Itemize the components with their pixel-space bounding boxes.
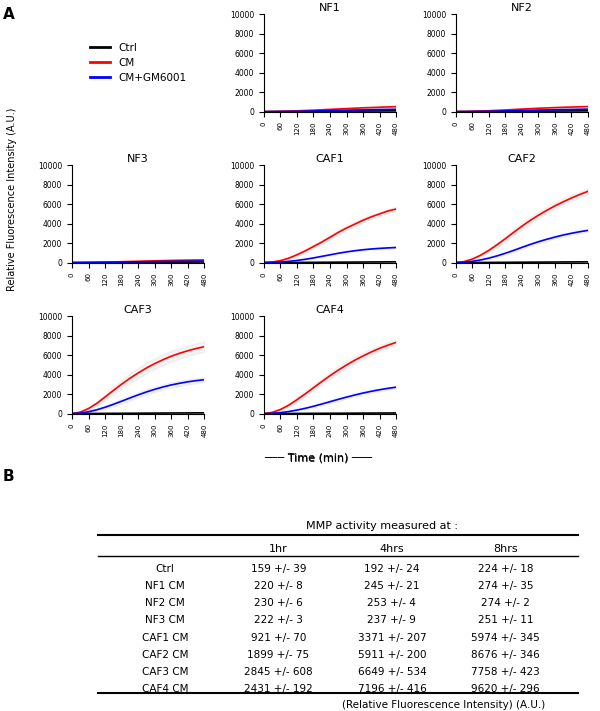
Text: 274 +/- 2: 274 +/- 2 <box>481 599 530 609</box>
Title: CAF4: CAF4 <box>316 306 344 316</box>
Text: Ctrl: Ctrl <box>155 565 175 574</box>
Text: MMP activity measured at :: MMP activity measured at : <box>305 520 458 530</box>
Text: B: B <box>3 469 14 484</box>
Text: 1899 +/- 75: 1899 +/- 75 <box>247 650 310 660</box>
Text: 7196 +/- 416: 7196 +/- 416 <box>358 684 426 694</box>
Text: 921 +/- 70: 921 +/- 70 <box>251 633 306 643</box>
Text: 237 +/- 9: 237 +/- 9 <box>367 616 416 626</box>
Text: NF2 CM: NF2 CM <box>145 599 185 609</box>
Title: CAF2: CAF2 <box>508 154 536 164</box>
Text: (Relative Fluorescence Intensity) (A.U.): (Relative Fluorescence Intensity) (A.U.) <box>342 700 545 710</box>
Text: 8676 +/- 346: 8676 +/- 346 <box>471 650 540 660</box>
Text: 222 +/- 3: 222 +/- 3 <box>254 616 303 626</box>
Title: NF1: NF1 <box>319 4 341 14</box>
Text: 2431 +/- 192: 2431 +/- 192 <box>244 684 313 694</box>
Text: CAF2 CM: CAF2 CM <box>142 650 188 660</box>
Text: 251 +/- 11: 251 +/- 11 <box>478 616 533 626</box>
Text: ─── Time (min) ───: ─── Time (min) ─── <box>264 453 372 463</box>
Text: 2845 +/- 608: 2845 +/- 608 <box>244 667 313 677</box>
Title: NF3: NF3 <box>127 154 149 164</box>
Text: 4hrs: 4hrs <box>380 545 404 555</box>
Text: Relative Fluorescence Intensity (A.U.): Relative Fluorescence Intensity (A.U.) <box>7 107 17 291</box>
Title: NF2: NF2 <box>511 4 533 14</box>
Text: NF3 CM: NF3 CM <box>145 616 185 626</box>
Text: 5974 +/- 345: 5974 +/- 345 <box>471 633 540 643</box>
Text: 6649 +/- 534: 6649 +/- 534 <box>358 667 426 677</box>
Legend: Ctrl, CM, CM+GM6001: Ctrl, CM, CM+GM6001 <box>85 38 191 87</box>
Text: 9620 +/- 296: 9620 +/- 296 <box>471 684 540 694</box>
Text: NF1 CM: NF1 CM <box>145 582 185 592</box>
Text: CAF3 CM: CAF3 CM <box>142 667 188 677</box>
Text: A: A <box>3 7 15 22</box>
Text: 159 +/- 39: 159 +/- 39 <box>251 565 306 574</box>
Text: 192 +/- 24: 192 +/- 24 <box>364 565 419 574</box>
Text: 253 +/- 4: 253 +/- 4 <box>367 599 416 609</box>
Text: 224 +/- 18: 224 +/- 18 <box>478 565 533 574</box>
Text: 7758 +/- 423: 7758 +/- 423 <box>471 667 540 677</box>
Title: CAF3: CAF3 <box>124 306 152 316</box>
Text: 274 +/- 35: 274 +/- 35 <box>478 582 533 592</box>
Text: Time (min): Time (min) <box>287 454 349 464</box>
Text: 5911 +/- 200: 5911 +/- 200 <box>358 650 426 660</box>
Text: 3371 +/- 207: 3371 +/- 207 <box>358 633 426 643</box>
Text: CAF1 CM: CAF1 CM <box>142 633 188 643</box>
Title: CAF1: CAF1 <box>316 154 344 164</box>
Text: 1hr: 1hr <box>269 545 288 555</box>
Text: 8hrs: 8hrs <box>493 545 518 555</box>
Text: CAF4 CM: CAF4 CM <box>142 684 188 694</box>
Text: 230 +/- 6: 230 +/- 6 <box>254 599 303 609</box>
Text: 220 +/- 8: 220 +/- 8 <box>254 582 303 592</box>
Text: 245 +/- 21: 245 +/- 21 <box>364 582 419 592</box>
